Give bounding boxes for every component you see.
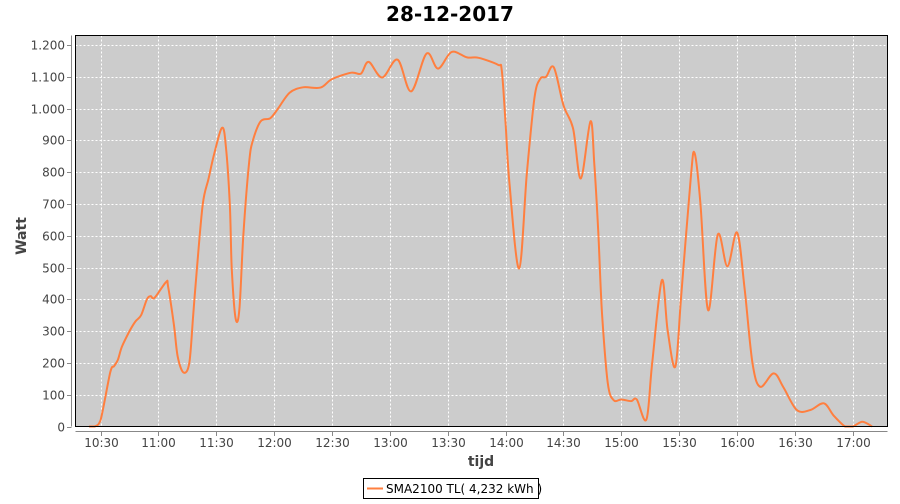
x-axis-label: tijd	[468, 454, 494, 470]
x-tick-label: 12:30	[315, 436, 350, 450]
x-tick-label: 11:00	[141, 436, 176, 450]
x-tick-label: 15:00	[604, 436, 639, 450]
y-tick-label: 100	[42, 389, 65, 403]
x-tick-label: 13:30	[431, 436, 466, 450]
y-axis-label: Watt	[14, 217, 30, 255]
plot-area	[75, 35, 888, 427]
x-tick-label: 12:00	[257, 436, 292, 450]
y-tick-label: 300	[42, 325, 65, 339]
y-tick-label: 1.100	[31, 71, 65, 85]
plot-border	[75, 35, 888, 427]
y-tick-label: 1.200	[31, 39, 65, 53]
x-tick-label: 15:30	[662, 436, 697, 450]
series-group	[89, 50, 873, 428]
x-tick-label: 11:30	[199, 436, 234, 450]
y-tick-label: 900	[42, 134, 65, 148]
y-tick-label: 800	[42, 166, 65, 180]
chart-title: 28-12-2017	[386, 2, 514, 26]
x-tick-label: 10:30	[84, 436, 119, 450]
x-tick-label: 16:00	[720, 436, 755, 450]
y-tick-label: 0	[57, 421, 65, 435]
x-tick-label: 16:30	[778, 436, 813, 450]
x-tick-label: 13:00	[373, 436, 408, 450]
grid	[75, 35, 888, 428]
legend-box	[363, 478, 539, 499]
legend-label: SMA2100 TL( 4,232 kWh )	[386, 482, 542, 496]
x-axis: 10:30 11:00 11:30 12:00 12:30 13:00 13:30 14:00…	[75, 431, 888, 450]
x-tick-label: 14:00	[489, 436, 524, 450]
y-tick-label: 700	[42, 198, 65, 212]
y-tick-label: 600	[42, 230, 65, 244]
y-tick-label: 500	[42, 262, 65, 276]
y-tick-label: 400	[42, 293, 65, 307]
legend: SMA2100 TL( 4,232 kWh )	[363, 478, 542, 499]
y-tick-label: 1.000	[31, 103, 65, 117]
y-tick-label: 200	[42, 357, 65, 371]
y-axis: 0 100 200 300 400 500 600 700 800 900 1.000 1.100 1.…	[31, 35, 72, 435]
x-tick-label: 14:30	[546, 436, 581, 450]
series-line	[89, 50, 873, 428]
x-tick-label: 17:00	[836, 436, 871, 450]
